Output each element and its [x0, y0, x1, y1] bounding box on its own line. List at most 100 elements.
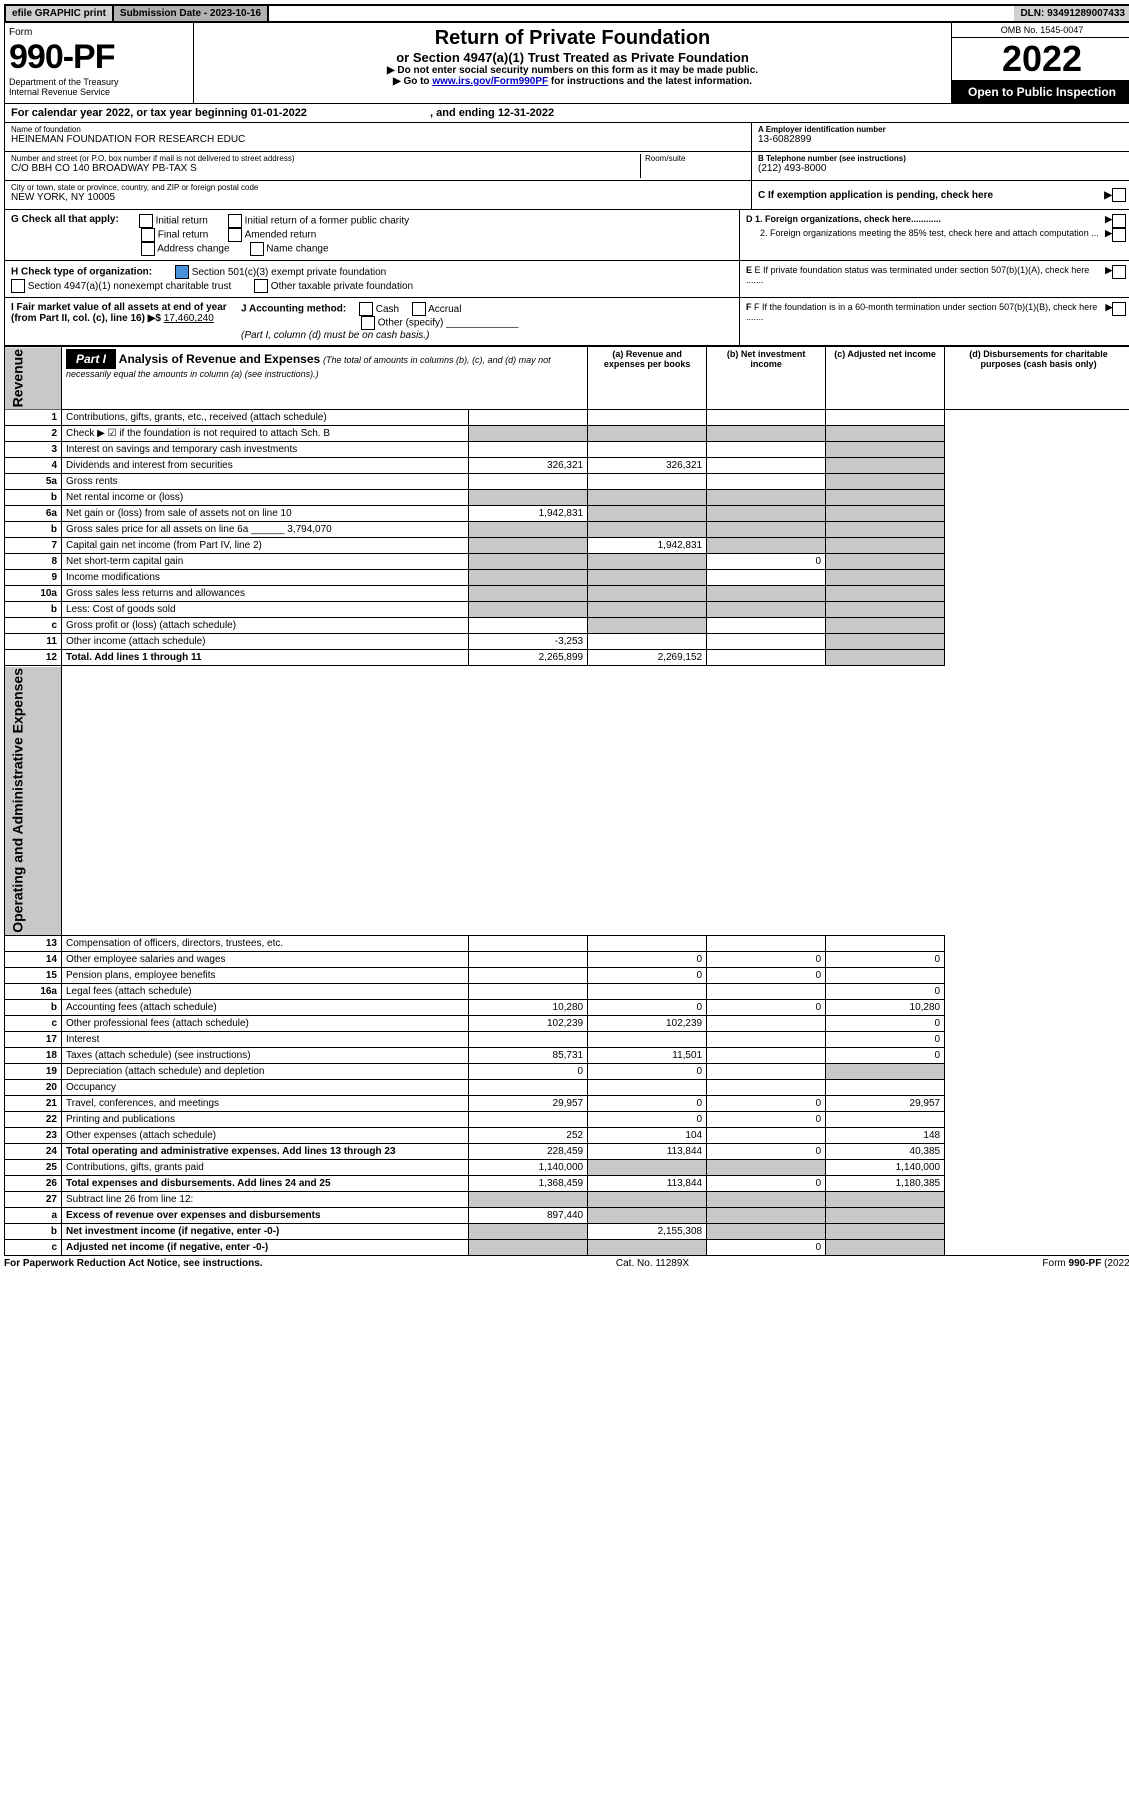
col-d: [826, 1240, 945, 1256]
row-num: 14: [5, 952, 62, 968]
row-desc: Net rental income or (loss): [62, 490, 469, 506]
g-amended-checkbox[interactable]: [228, 228, 242, 242]
row-num: 16a: [5, 984, 62, 1000]
row-desc: Net short-term capital gain: [62, 554, 469, 570]
row-num: 27: [5, 1192, 62, 1208]
row-num: 11: [5, 634, 62, 650]
d1-checkbox[interactable]: [1112, 214, 1126, 228]
row-num: 21: [5, 1096, 62, 1112]
col-c: [707, 1080, 826, 1096]
room-label: Room/suite: [645, 154, 745, 163]
row-desc: Printing and publications: [62, 1112, 469, 1128]
table-row: 7Capital gain net income (from Part IV, …: [5, 538, 1129, 554]
col-c: [707, 602, 826, 618]
col-c: [707, 984, 826, 1000]
row-num: b: [5, 522, 62, 538]
row-num: 7: [5, 538, 62, 554]
row-num: 20: [5, 1080, 62, 1096]
row-num: 25: [5, 1160, 62, 1176]
row-num: 6a: [5, 506, 62, 522]
col-c: [707, 1016, 826, 1032]
col-d: [826, 1224, 945, 1240]
h-501c3-checkbox[interactable]: [175, 265, 189, 279]
col-b: 0: [588, 952, 707, 968]
g-initial-public-checkbox[interactable]: [228, 214, 242, 228]
col-b: [588, 554, 707, 570]
info-left: Name of foundation HEINEMAN FOUNDATION F…: [5, 123, 751, 209]
table-row: 20Occupancy: [5, 1080, 1129, 1096]
col-d: [826, 538, 945, 554]
col-b: 113,844: [588, 1144, 707, 1160]
col-d: [826, 618, 945, 634]
d2-checkbox[interactable]: [1112, 228, 1126, 242]
g-final-checkbox[interactable]: [141, 228, 155, 242]
col-a: 897,440: [469, 1208, 588, 1224]
row-desc: Total. Add lines 1 through 11: [62, 650, 469, 666]
col-c: [707, 650, 826, 666]
col-c: [707, 1208, 826, 1224]
g-name-checkbox[interactable]: [250, 242, 264, 256]
col-b: 0: [588, 1112, 707, 1128]
col-d: 1,180,385: [826, 1176, 945, 1192]
j-other-checkbox[interactable]: [361, 316, 375, 330]
col-d: [826, 522, 945, 538]
col-d: 10,280: [826, 1000, 945, 1016]
col-c: [707, 538, 826, 554]
d-section: D 1. Foreign organizations, check here..…: [739, 210, 1129, 260]
col-a: [469, 1032, 588, 1048]
foundation-name-cell: Name of foundation HEINEMAN FOUNDATION F…: [5, 123, 751, 152]
row-desc: Gross sales price for all assets on line…: [62, 522, 469, 538]
h-4947-checkbox[interactable]: [11, 279, 25, 293]
row-num: 17: [5, 1032, 62, 1048]
f-checkbox[interactable]: [1112, 302, 1126, 316]
g-address-checkbox[interactable]: [141, 242, 155, 256]
col-c: [707, 1160, 826, 1176]
dept2: Internal Revenue Service: [9, 87, 189, 97]
col-a: [469, 1192, 588, 1208]
row-desc: Contributions, gifts, grants paid: [62, 1160, 469, 1176]
table-row: 9Income modifications: [5, 570, 1129, 586]
table-row: 19Depreciation (attach schedule) and dep…: [5, 1064, 1129, 1080]
col-a: [469, 490, 588, 506]
row-desc: Other income (attach schedule): [62, 634, 469, 650]
row-num: 8: [5, 554, 62, 570]
col-d-header: (d) Disbursements for charitable purpose…: [945, 347, 1129, 410]
col-d: [826, 554, 945, 570]
col-b: 0: [588, 968, 707, 984]
form-link[interactable]: www.irs.gov/Form990PF: [432, 76, 548, 87]
g-initial-checkbox[interactable]: [139, 214, 153, 228]
col-c-header: (c) Adjusted net income: [826, 347, 945, 410]
col-c: [707, 458, 826, 474]
col-c: 0: [707, 952, 826, 968]
row-desc: Other employee salaries and wages: [62, 952, 469, 968]
table-row: bAccounting fees (attach schedule)10,280…: [5, 1000, 1129, 1016]
col-a: [469, 952, 588, 968]
c-checkbox[interactable]: [1112, 188, 1126, 202]
table-row: 10aGross sales less returns and allowanc…: [5, 586, 1129, 602]
table-row: aExcess of revenue over expenses and dis…: [5, 1208, 1129, 1224]
form-note2: ▶ Go to www.irs.gov/Form990PF for instru…: [198, 76, 947, 87]
j-accrual-checkbox[interactable]: [412, 302, 426, 316]
col-c: [707, 410, 826, 426]
col-a: [469, 1080, 588, 1096]
row-desc: Depreciation (attach schedule) and deple…: [62, 1064, 469, 1080]
col-d: [826, 1112, 945, 1128]
col-b: 104: [588, 1128, 707, 1144]
e-checkbox[interactable]: [1112, 265, 1126, 279]
col-b: [588, 442, 707, 458]
table-row: bGross sales price for all assets on lin…: [5, 522, 1129, 538]
col-b: 0: [588, 1000, 707, 1016]
col-d: 0: [826, 952, 945, 968]
col-b: 0: [588, 1064, 707, 1080]
row-num: b: [5, 490, 62, 506]
col-a: [469, 984, 588, 1000]
col-b: 0: [588, 1096, 707, 1112]
h-other-checkbox[interactable]: [254, 279, 268, 293]
row-desc: Total expenses and disbursements. Add li…: [62, 1176, 469, 1192]
j-cash-checkbox[interactable]: [359, 302, 373, 316]
col-a: -3,253: [469, 634, 588, 650]
col-d: [826, 426, 945, 442]
row-desc: Capital gain net income (from Part IV, l…: [62, 538, 469, 554]
table-row: 1Contributions, gifts, grants, etc., rec…: [5, 410, 1129, 426]
col-d: [826, 458, 945, 474]
